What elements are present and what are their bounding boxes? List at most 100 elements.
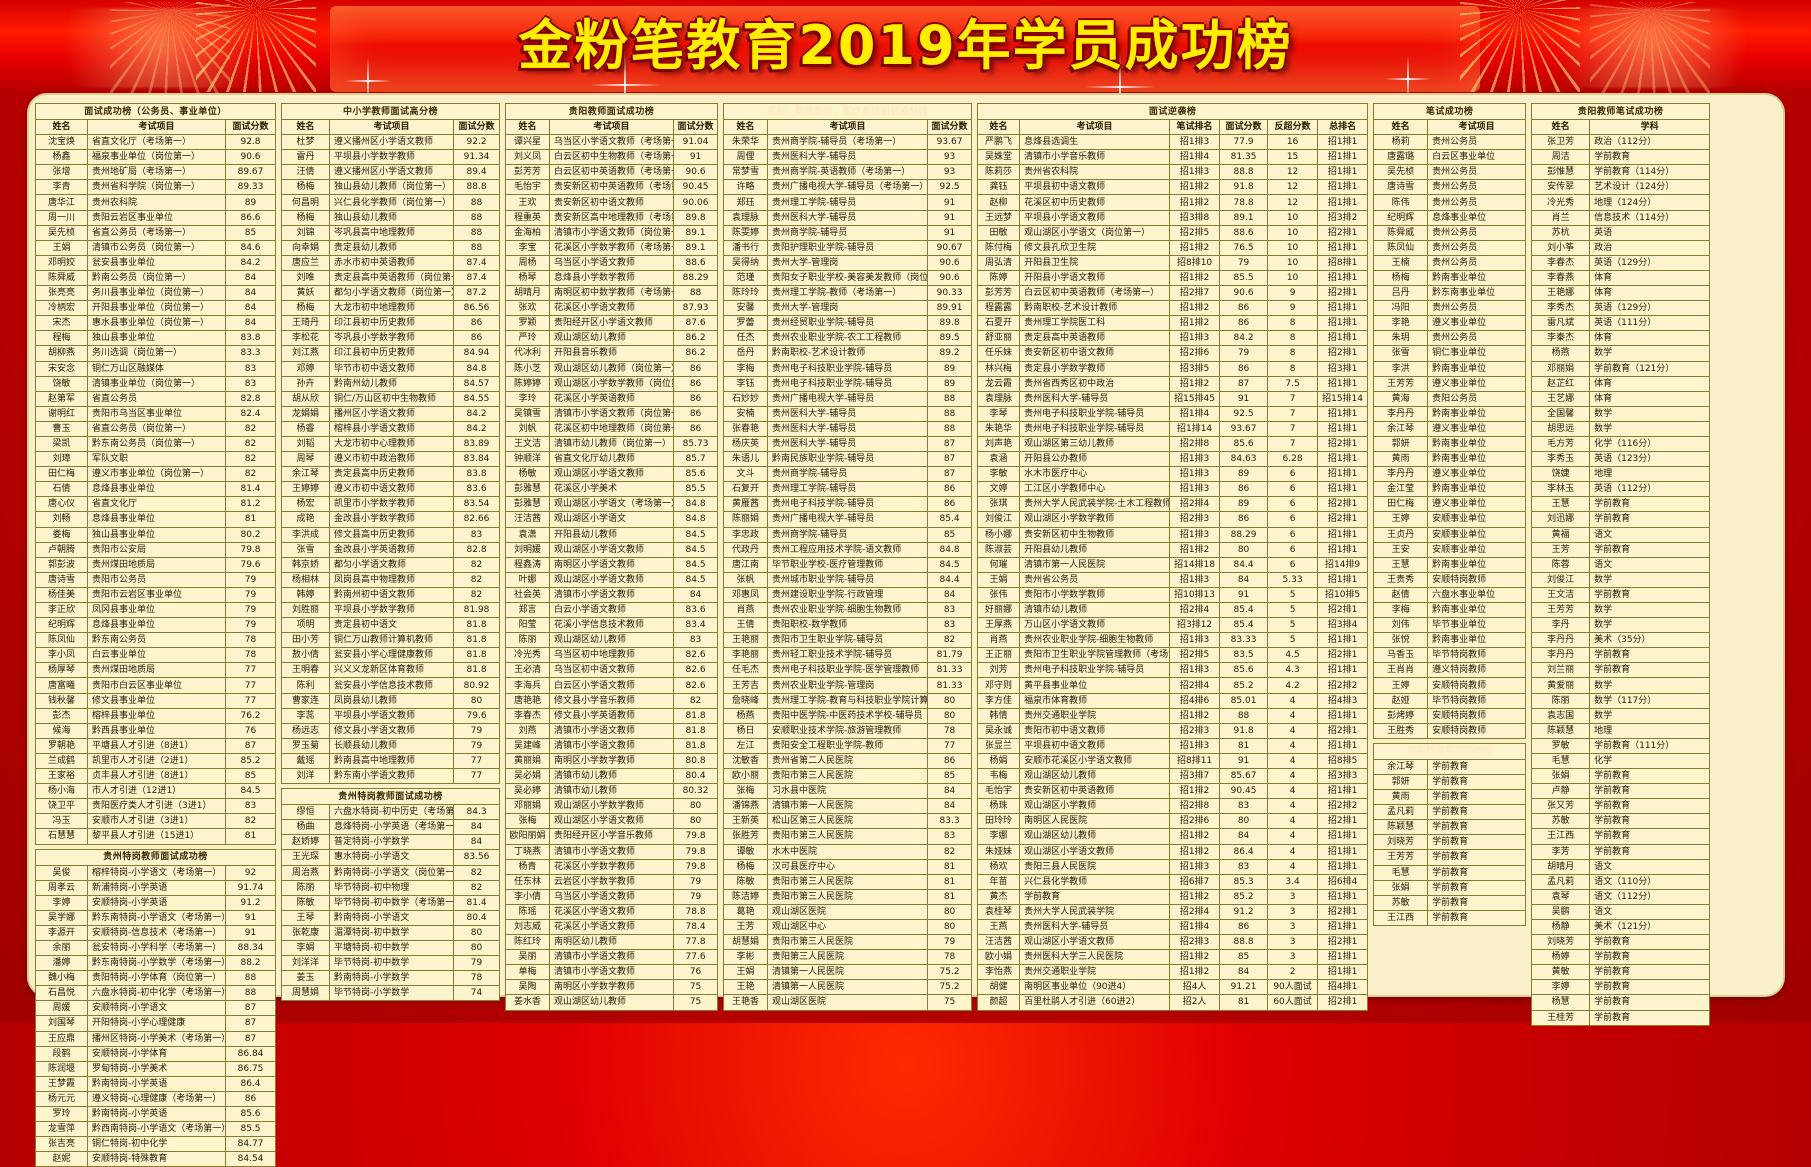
cell-project: 南明区人民医院 bbox=[1020, 814, 1170, 829]
cell-value: 招1排1 bbox=[1318, 482, 1368, 497]
cell-project: 平塘特岗-初中数学 bbox=[330, 940, 454, 955]
cell-project: 贵州煤田地质局 bbox=[88, 663, 226, 678]
table-row: 苏敏学前教育 bbox=[1532, 814, 1710, 829]
table-row: 孟凡莉语文（110分） bbox=[1532, 874, 1710, 889]
table-row: 田仁梅遵义市事业单位（岗位第一）82 bbox=[36, 467, 276, 482]
cell-project: 体育 bbox=[1590, 286, 1710, 301]
cell-value: 5 bbox=[1268, 587, 1318, 602]
col-header-name: 姓名 bbox=[506, 120, 550, 135]
table-row: 沈宝焕省直文化厅（考场第一）92.8 bbox=[36, 135, 276, 150]
cell-project: 毕节特岗-初中数学（考场第一） bbox=[330, 895, 454, 910]
cell-value: 12 bbox=[1268, 195, 1318, 210]
cell-project: 贵定县高中历史教师 bbox=[330, 467, 454, 482]
cell-name: 朱语儿 bbox=[724, 452, 768, 467]
cell-value: 76 bbox=[674, 965, 718, 980]
cell-project: 贵州电子科技职业学院-辅导员 bbox=[1020, 421, 1170, 436]
cell-name: 李丹丹 bbox=[1374, 406, 1428, 421]
column-group-6: 笔试成功榜 姓名 考试项目 杨莉贵州公务员唐露璐白云区事业单位吴先桢贵州公务员唐… bbox=[1373, 103, 1526, 926]
cell-project: 学前教育 bbox=[1590, 965, 1710, 980]
cell-project: 贵州建设职业学院-行政管理 bbox=[768, 587, 928, 602]
cell-project: 省直公务员（岗位第一） bbox=[88, 421, 226, 436]
cell-name: 杨梅 bbox=[282, 210, 330, 225]
table-row: 刘俊江数学 bbox=[1532, 572, 1710, 587]
table-interview-comeback: 面试逆袭榜 姓名 考试项目 笔试排名 面试分数 反超分数 总排名 严鹏飞息烽县选… bbox=[977, 103, 1368, 1011]
cell-value: 88.6 bbox=[674, 255, 718, 270]
cell-project: 地理 bbox=[1590, 467, 1710, 482]
cell-name: 左江 bbox=[724, 738, 768, 753]
cell-project: 贵阳市公务员 bbox=[88, 572, 226, 587]
cell-value: 85.2 bbox=[1220, 678, 1268, 693]
cell-value: 88.8 bbox=[1220, 935, 1268, 950]
cell-name: 詹晓峰 bbox=[724, 693, 768, 708]
cell-name: 杨日 bbox=[724, 723, 768, 738]
cell-project: 毕节事业单位 bbox=[1428, 618, 1526, 633]
cell-project: 观山湖区幼儿教师（岗位第一） bbox=[550, 361, 674, 376]
cell-name: 张雪 bbox=[1374, 346, 1428, 361]
table-row: 杨莉贵州公务员 bbox=[1374, 135, 1526, 150]
cell-project: 贵阳医疗类人才引进（3进1） bbox=[88, 799, 226, 814]
cell-name: 王芳 bbox=[724, 919, 768, 934]
cell-value: 91.8 bbox=[1220, 723, 1268, 738]
cell-project: 息烽县选调生 bbox=[1020, 135, 1170, 150]
table-row: 毛慧学前教育 bbox=[1374, 865, 1526, 880]
cell-project: 学前教育 bbox=[1428, 805, 1526, 820]
cell-value: 89 bbox=[1220, 467, 1268, 482]
cell-value: 招1排3 bbox=[1170, 165, 1220, 180]
cell-name: 刘迅娜 bbox=[1532, 512, 1590, 527]
cell-name: 刘锦 bbox=[282, 225, 330, 240]
cell-project: 贵阳市乌当区事业单位 bbox=[88, 406, 226, 421]
cell-value: 招1排4 bbox=[1170, 406, 1220, 421]
cell-value: 89 bbox=[226, 195, 276, 210]
cell-value: 91 bbox=[928, 195, 972, 210]
cell-project: 贵州农业职业学院-细胞生物教师 bbox=[768, 603, 928, 618]
cell-value: 招1排1 bbox=[1318, 452, 1368, 467]
cell-value: 84.2 bbox=[1220, 331, 1268, 346]
cell-name: 韩京娇 bbox=[282, 557, 330, 572]
cell-name: 陈敏 bbox=[724, 874, 768, 889]
cell-project: 万山区小学语文教师 bbox=[1020, 618, 1170, 633]
cell-name: 袁理脉 bbox=[978, 391, 1020, 406]
cell-project: 独山县事业单位 bbox=[88, 527, 226, 542]
table-row: 常梦雪贵州商学院-英语教师（考场第一）93 bbox=[724, 165, 972, 180]
cell-value: 86 bbox=[1220, 512, 1268, 527]
cell-name: 邓丽娟 bbox=[1532, 361, 1590, 376]
cell-project: 黔东南小学语文教师 bbox=[330, 769, 454, 784]
cell-name: 饶婕 bbox=[1532, 467, 1590, 482]
cell-value: 88 bbox=[454, 225, 500, 240]
table-row: 王芳学前教育 bbox=[1532, 542, 1710, 557]
table-row: 张又芳学前教育 bbox=[1532, 799, 1710, 814]
cell-project: 学前教育 bbox=[1428, 790, 1526, 805]
cell-value: 82 bbox=[226, 452, 276, 467]
table-row: 余江琴遵义事业单位 bbox=[1374, 421, 1526, 436]
cell-value: 招1排1 bbox=[1318, 376, 1368, 391]
cell-project: 贵阳中医学院-中医药技术学校-辅导员 bbox=[768, 708, 928, 723]
cell-name: 杨远志 bbox=[282, 723, 330, 738]
cell-name: 罗敏 bbox=[1532, 738, 1590, 753]
cell-project: 贵州电子科技职业学院-辅导员 bbox=[1020, 406, 1170, 421]
cell-project: 铜仁特岗-初中化学 bbox=[88, 1137, 226, 1152]
cell-value: 招2排2 bbox=[1318, 799, 1368, 814]
cell-name: 陈蓉 bbox=[1532, 557, 1590, 572]
cell-value: 招1排1 bbox=[1318, 195, 1368, 210]
cell-project: 花溪区小学数学教师 bbox=[550, 859, 674, 874]
cell-project: 清镇第一人民医院 bbox=[768, 965, 928, 980]
cell-value: 84.8 bbox=[928, 542, 972, 557]
cell-project: 观山湖区医院 bbox=[768, 904, 928, 919]
cell-project: 贵州商学院-英语教师（考场第一） bbox=[768, 165, 928, 180]
table-row: 陈颖慧地理 bbox=[1532, 723, 1710, 738]
table-row: 杨小海市人才引进（12进1）84.5 bbox=[36, 784, 276, 799]
cell-name: 单梅 bbox=[506, 965, 550, 980]
cell-name: 欧小丽 bbox=[724, 769, 768, 784]
